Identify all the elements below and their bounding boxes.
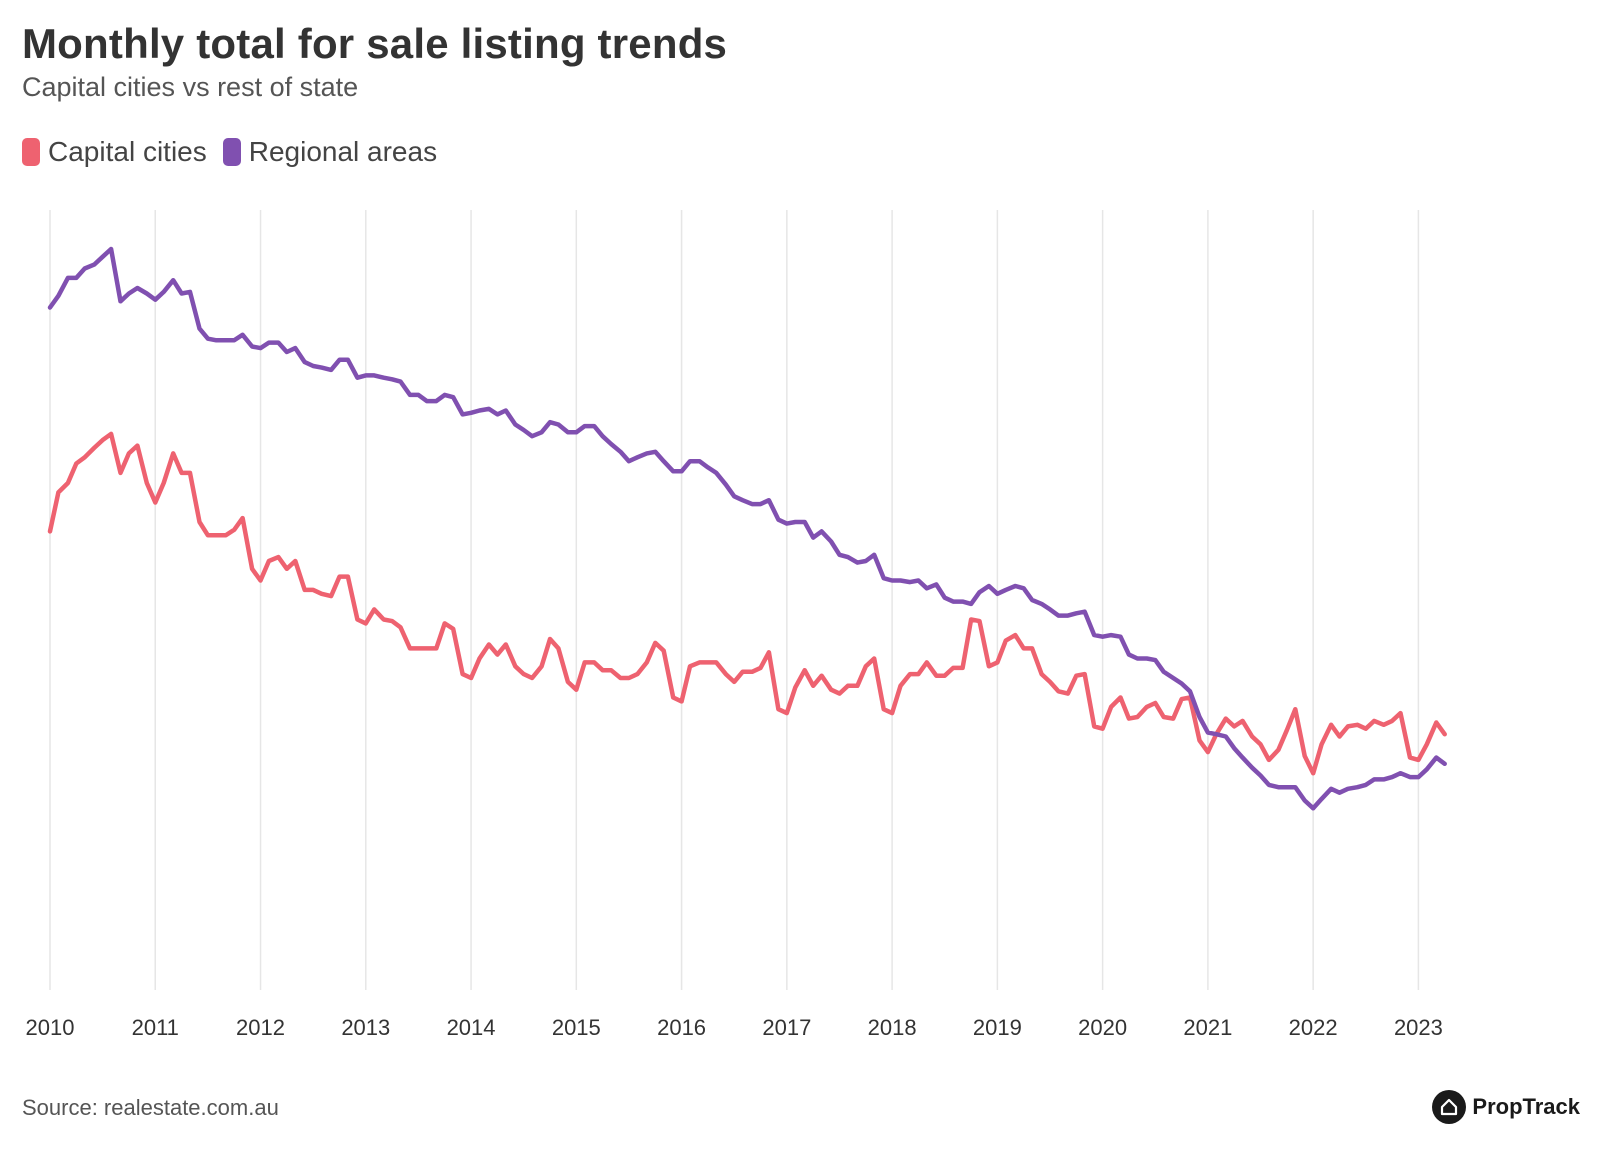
x-tick-label-2018: 2018 [868,1015,917,1040]
legend-item-capital-cities: Capital cities [22,136,207,168]
x-tick-label-2019: 2019 [973,1015,1022,1040]
line-chart: 2010 2011 2012 2013 2014 2015 2016 2017 2018 2019… [26,210,1447,1040]
legend-swatch-capital-cities [22,138,40,166]
x-tick-label-2023: 2023 [1394,1015,1443,1040]
legend-label-regional-areas: Regional areas [248,136,438,167]
x-tick-label-2015: 2015 [552,1015,601,1040]
brand-name: PropTrack [1472,1094,1580,1119]
x-tick-label-2021: 2021 [1183,1015,1232,1040]
brand-logo: PropTrack [1432,1090,1580,1124]
capital-cities-line [47,431,1447,776]
x-tick-label-2011: 2011 [132,1015,179,1040]
chart-subtitle: Capital cities vs rest of state [22,72,359,102]
x-tick-label-2020: 2020 [1078,1015,1127,1040]
x-tick-label-2010: 2010 [26,1015,75,1040]
gridlines [49,210,1420,990]
legend-swatch-regional-areas [222,138,241,166]
series-lines [47,246,1447,811]
x-tick-label-2013: 2013 [341,1015,390,1040]
x-tick-label-2016: 2016 [657,1015,706,1040]
x-axis-ticks: 2010 2011 2012 2013 2014 2015 2016 2017 2018 2019… [26,1015,1443,1040]
legend: Capital cities Regional areas [22,136,453,168]
legend-label-capital-cities: Capital cities [48,136,207,167]
regional-areas-line [47,246,1447,811]
x-tick-label-2012: 2012 [236,1015,285,1040]
legend-item-regional-areas: Regional areas [222,136,438,168]
source-note: Source: realestate.com.au [22,1095,279,1120]
house-icon [1432,1090,1467,1124]
chart-title: Monthly total for sale listing trends [22,20,728,67]
x-tick-label-2022: 2022 [1289,1015,1338,1040]
x-tick-label-2017: 2017 [762,1015,811,1040]
x-tick-label-2014: 2014 [447,1015,496,1040]
